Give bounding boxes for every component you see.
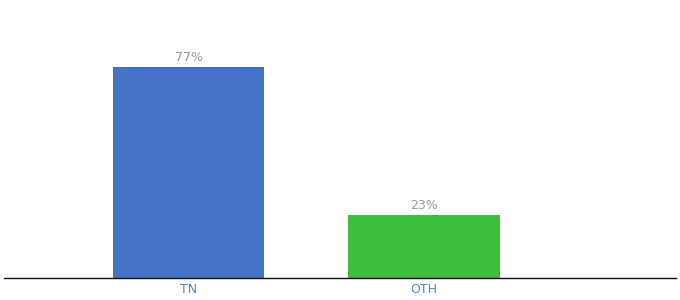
Bar <box>348 215 500 278</box>
Text: 77%: 77% <box>175 51 203 64</box>
Bar <box>114 67 265 278</box>
Text: 23%: 23% <box>410 199 438 212</box>
